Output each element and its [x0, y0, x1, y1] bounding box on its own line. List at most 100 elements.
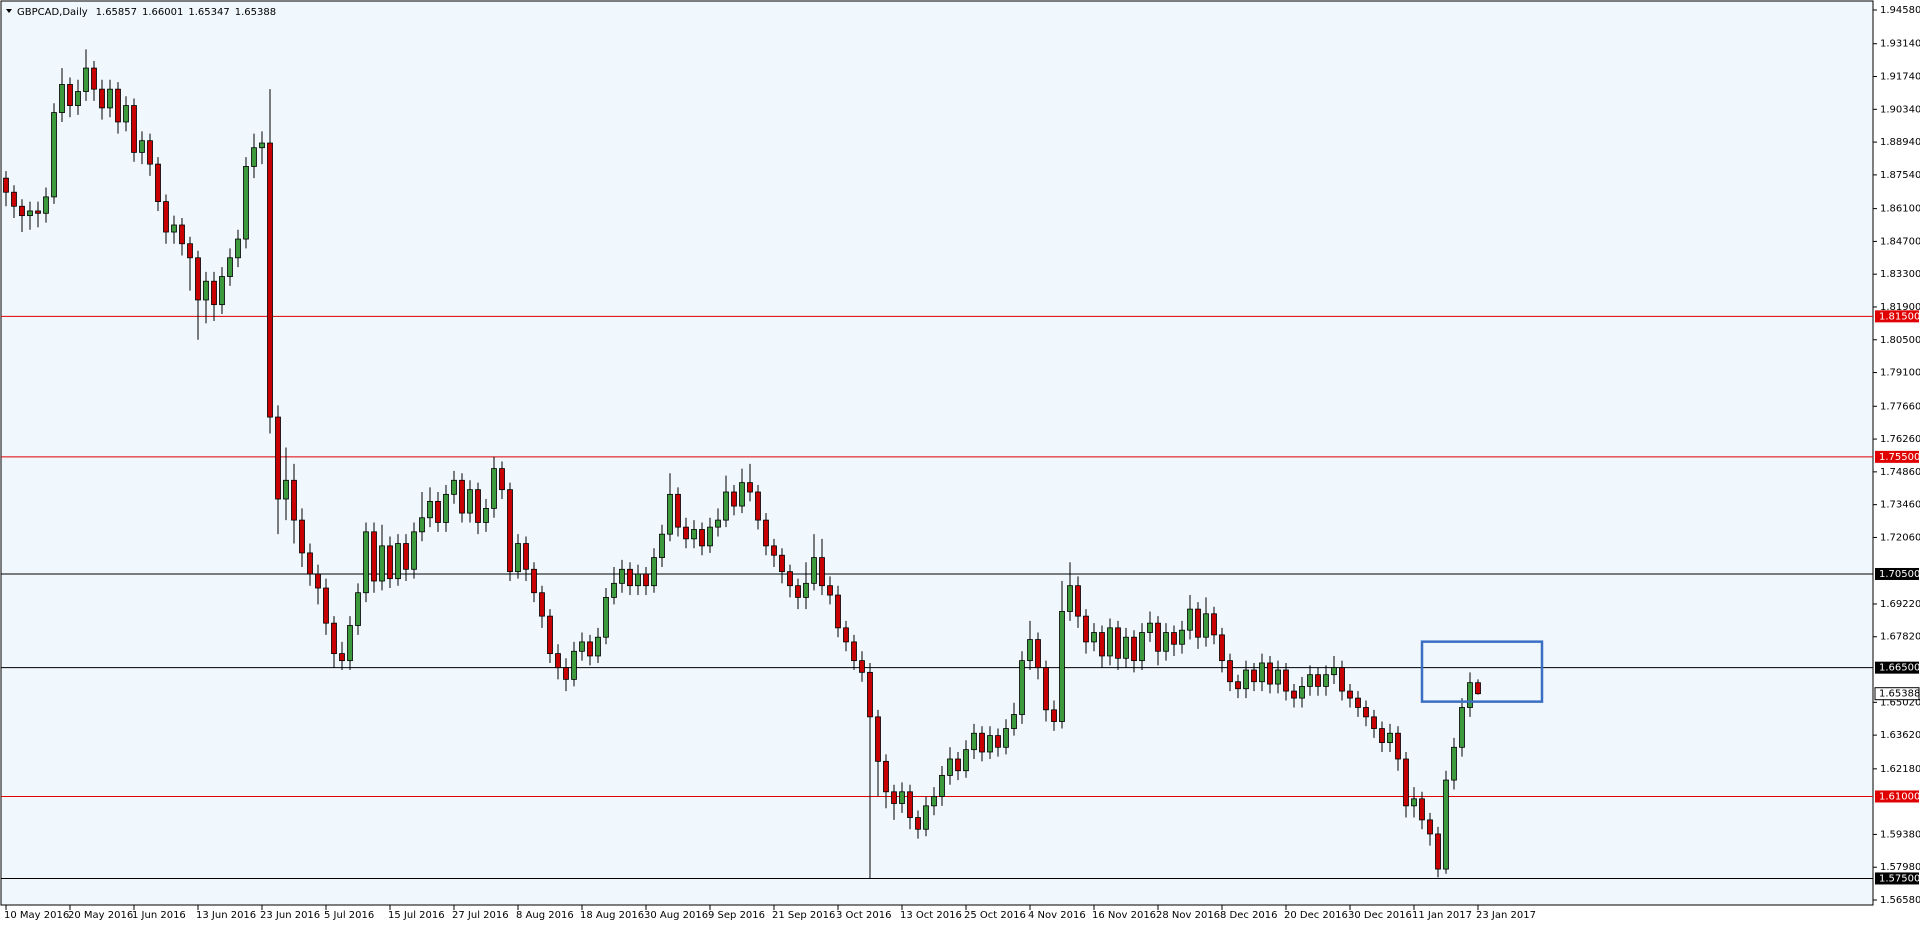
x-tick-label: 9 Sep 2016 — [708, 910, 765, 921]
candle-body — [59, 84, 65, 113]
candle-body — [259, 142, 265, 149]
x-tick-label: 23 Jan 2017 — [1476, 910, 1536, 921]
chart-header: GBPCAD,Daily 1.65857 1.66001 1.65347 1.65388 — [17, 7, 276, 18]
low-value: 1.65347 — [188, 7, 229, 18]
candle-body — [459, 479, 465, 514]
candle-body — [683, 526, 689, 540]
candle-body — [651, 557, 657, 587]
candle-body — [1107, 627, 1113, 657]
highlight-box — [1420, 640, 1544, 703]
level-label: 1.75500 — [1879, 452, 1920, 463]
candle-body — [1083, 615, 1089, 643]
x-tick-label: 30 Dec 2016 — [1348, 910, 1412, 921]
candle-body — [1155, 622, 1161, 652]
candle-body — [411, 531, 417, 570]
candle-body — [1379, 728, 1385, 744]
level-label-bg — [1875, 661, 1919, 674]
x-tick-label: 4 Nov 2016 — [1028, 910, 1086, 921]
candle-body — [3, 177, 9, 193]
candle-body — [131, 105, 137, 153]
candle-body — [363, 531, 369, 594]
candle-body — [1347, 690, 1353, 699]
candle-body — [699, 529, 705, 547]
candle-body — [899, 791, 905, 804]
candle-body — [891, 791, 897, 804]
candle-body — [19, 205, 25, 217]
candle-body — [1467, 682, 1473, 708]
candle-body — [443, 493, 449, 523]
candle-body — [307, 552, 313, 575]
x-tick-label: 30 Aug 2016 — [644, 910, 708, 921]
candle-body — [627, 568, 633, 587]
candle-body — [171, 224, 177, 233]
y-tick-label: 1.87540 — [1880, 170, 1920, 181]
candle-body — [515, 543, 521, 573]
candle-body — [27, 210, 33, 217]
candle-body — [707, 526, 713, 547]
y-tick-label: 1.79100 — [1880, 368, 1920, 379]
candle-body — [675, 493, 681, 528]
candle-body — [995, 735, 1001, 748]
candle-body — [1291, 690, 1297, 699]
candle-body — [1091, 632, 1097, 643]
candle-body — [235, 238, 241, 259]
x-tick-label: 10 May 2016 — [4, 910, 69, 921]
candle-body — [667, 493, 673, 535]
candle-body — [843, 627, 849, 643]
candle-body — [1059, 611, 1065, 722]
candle-body — [323, 587, 329, 624]
candle-body — [1243, 669, 1249, 690]
candle-body — [139, 140, 145, 153]
candle-body — [275, 416, 281, 500]
candle-body — [603, 597, 609, 638]
candle-body — [1171, 632, 1177, 645]
y-tick-label: 1.94580 — [1880, 5, 1920, 16]
candle-body — [1139, 632, 1145, 662]
candle-body — [987, 735, 993, 753]
candle-body — [1131, 636, 1137, 662]
candle-body — [1187, 608, 1193, 631]
menu-arrow[interactable] — [6, 9, 12, 13]
x-tick-label: 15 Jul 2016 — [388, 910, 445, 921]
candle-body — [691, 529, 697, 540]
candle-body — [1259, 662, 1265, 683]
price-label-bg — [1874, 687, 1920, 701]
candle-body — [163, 201, 169, 233]
candle-body — [1251, 669, 1257, 683]
x-tick-label: 25 Oct 2016 — [964, 910, 1026, 921]
level-label-bg — [1875, 790, 1919, 803]
x-tick-label: 8 Dec 2016 — [1220, 910, 1278, 921]
candle-body — [979, 732, 985, 753]
candle-body — [1283, 669, 1289, 692]
candle-body — [659, 533, 665, 558]
candle-body — [827, 585, 833, 596]
candle-body — [91, 67, 97, 90]
level-label: 1.61000 — [1879, 791, 1920, 802]
x-tick-label: 11 Jan 2017 — [1412, 910, 1472, 921]
candle-body — [595, 636, 601, 657]
candle-body — [387, 545, 393, 580]
candle-body — [1267, 662, 1273, 685]
candle-body — [1035, 639, 1041, 669]
candle-body — [1475, 682, 1481, 695]
y-tick-label: 1.77660 — [1880, 401, 1920, 412]
y-tick-label: 1.80500 — [1880, 335, 1920, 346]
candle-body — [1435, 833, 1441, 870]
y-tick-label: 1.59380 — [1880, 829, 1920, 840]
candle-body — [1323, 674, 1329, 687]
candle-body — [739, 482, 745, 507]
candle-body — [1163, 632, 1169, 652]
candle-body — [1211, 613, 1217, 636]
y-tick-label: 1.74860 — [1880, 467, 1920, 478]
level-label: 1.70500 — [1879, 569, 1920, 580]
symbol: GBPCAD,Daily — [17, 7, 88, 18]
x-tick-label: 3 Oct 2016 — [836, 910, 891, 921]
close-value: 1.65388 — [235, 7, 276, 18]
candle-body — [219, 276, 225, 306]
candle-body — [203, 280, 209, 301]
candle-body — [347, 625, 353, 662]
candle-body — [155, 163, 161, 202]
candle-body — [1363, 707, 1369, 718]
